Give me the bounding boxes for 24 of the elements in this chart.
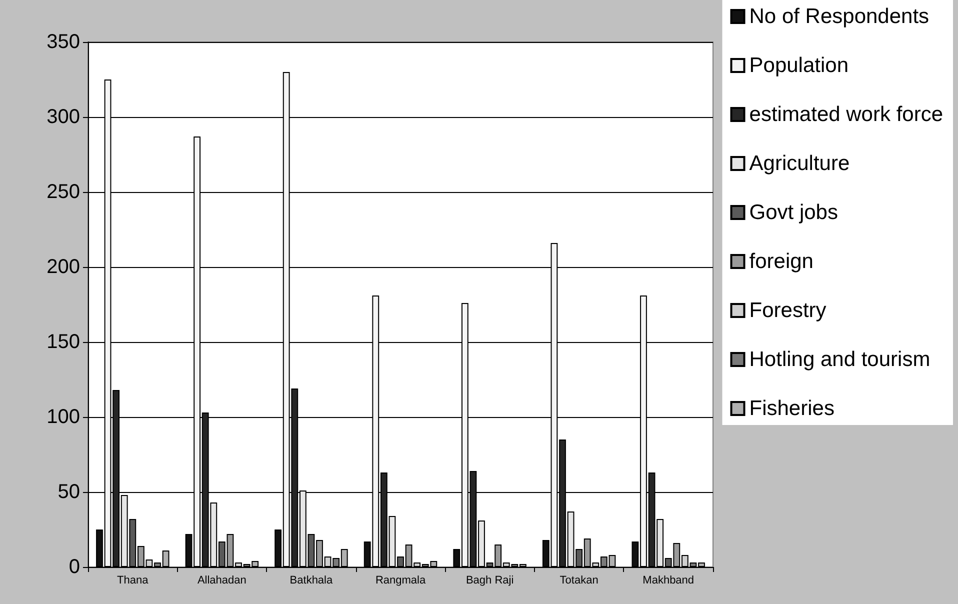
- x-tick-label: Totakan: [560, 574, 598, 586]
- y-tick-label: 0: [68, 556, 80, 578]
- legend-label: Hotling and tourism: [749, 348, 930, 371]
- legend-label: Forestry: [749, 299, 827, 322]
- y-tick-label: 150: [46, 331, 80, 353]
- y-tick-label: 350: [46, 31, 80, 53]
- legend-label: Fisheries: [749, 397, 834, 420]
- x-tick-label: Makhband: [642, 574, 694, 586]
- y-tick-label: 250: [46, 181, 80, 203]
- legend-label: Govt jobs: [749, 201, 838, 224]
- y-tick-label: 300: [46, 106, 80, 128]
- legend-label: estimated work force: [749, 103, 944, 126]
- x-tick-label: Bagh Raji: [466, 574, 514, 586]
- x-tick-label: Batkhala: [290, 574, 334, 586]
- y-tick-label: 50: [58, 481, 80, 503]
- x-tick-label: Thana: [117, 574, 150, 586]
- legend-label: Population: [749, 54, 849, 77]
- x-tick-label: Allahadan: [197, 574, 246, 586]
- x-tick-label: Rangmala: [375, 574, 426, 586]
- legend-label: No of Respondents: [749, 5, 930, 28]
- y-tick-label: 100: [46, 406, 80, 428]
- legend-label: Agriculture: [749, 152, 850, 175]
- legend-label: foreign: [749, 250, 814, 273]
- y-tick-label: 200: [46, 256, 80, 278]
